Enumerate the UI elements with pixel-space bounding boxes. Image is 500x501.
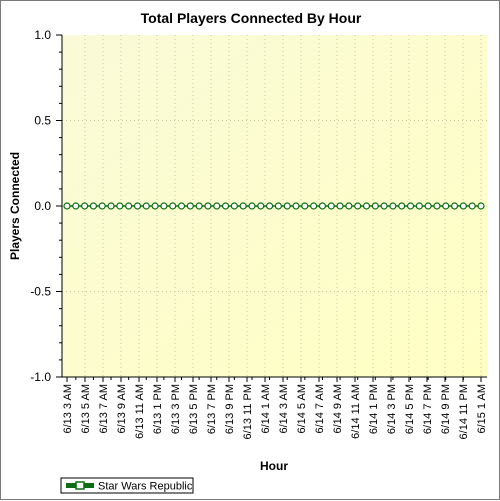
data-point <box>169 202 177 210</box>
y-tick-label: 0.5 <box>34 114 51 128</box>
x-tick-label: 6/14 5 PM <box>404 384 416 434</box>
x-tick-label: 6/14 11 AM <box>350 384 362 439</box>
y-axis-label: Players Connected <box>8 152 22 260</box>
data-point <box>371 202 379 210</box>
data-point <box>125 202 133 210</box>
data-point <box>450 202 459 210</box>
x-tick-label: 6/13 11 AM <box>134 384 146 439</box>
y-tick-label: -1.0 <box>30 370 51 384</box>
data-point <box>406 202 415 210</box>
x-tick-label: 6/13 5 PM <box>188 384 200 434</box>
data-point <box>239 202 247 210</box>
data-point <box>107 202 115 210</box>
x-tick-label: 6/14 9 PM <box>440 384 452 434</box>
data-point <box>160 202 168 210</box>
x-tick-label: 6/13 3 PM <box>170 384 182 434</box>
data-point <box>116 202 124 210</box>
data-point <box>318 202 327 210</box>
data-point <box>442 202 450 210</box>
legend-series-label: Star Wars Republic <box>98 481 193 493</box>
data-point <box>354 202 362 210</box>
data-point <box>415 202 423 210</box>
x-tick-label: 6/13 7 AM <box>98 384 110 434</box>
legend-box <box>60 477 194 494</box>
data-point <box>230 202 238 210</box>
x-tick-label: 6/14 3 PM <box>386 384 398 434</box>
data-point <box>265 202 274 210</box>
axes <box>56 34 487 382</box>
data-point <box>221 202 230 210</box>
x-tick-labels: 6/13 3 AM 6/13 5 AM 6/13 7 AM 6/13 9 AM 6/13… <box>62 384 488 439</box>
data-point <box>98 202 106 210</box>
x-axis-label: Hour <box>260 459 288 473</box>
x-tick-label: 6/13 7 PM <box>206 384 218 434</box>
data-point <box>362 202 371 210</box>
x-tick-label: 6/14 9 AM <box>332 384 344 434</box>
legend: Star Wars Republic <box>60 477 194 494</box>
x-tick-label: 6/13 5 AM <box>80 384 92 434</box>
data-point <box>213 202 221 210</box>
data-point <box>257 202 265 210</box>
data-point <box>81 202 89 210</box>
data-point <box>89 202 98 210</box>
legend-series-marker <box>75 481 85 490</box>
x-tick-label: 6/14 5 AM <box>296 384 308 434</box>
data-point <box>186 202 194 210</box>
data-point <box>177 202 186 210</box>
x-tick-label: 6/13 9 PM <box>224 384 236 434</box>
y-tick-label: 1.0 <box>34 28 51 42</box>
data-point <box>424 202 432 210</box>
x-tick-label: 6/14 11 PM <box>458 384 470 439</box>
x-tick-label: 6/13 9 AM <box>116 384 128 434</box>
y-tick-labels: 1.0 0.5 0.0 -0.5 -1.0 <box>30 28 51 384</box>
data-point <box>380 202 388 210</box>
x-tick-label: 6/14 3 AM <box>278 384 290 434</box>
data-point <box>133 202 142 210</box>
x-tick-label: 6/13 3 AM <box>62 384 74 434</box>
x-tick-label: 6/13 11 PM <box>242 384 254 439</box>
data-point <box>477 202 485 210</box>
data-point <box>389 202 397 210</box>
data-point <box>204 202 212 210</box>
data-point <box>151 202 159 210</box>
data-point <box>327 202 335 210</box>
data-point <box>63 202 71 210</box>
data-point <box>283 202 291 210</box>
x-tick-label: 6/14 1 AM <box>260 384 272 434</box>
data-point <box>468 202 476 210</box>
y-tick-label: 0.0 <box>34 199 51 213</box>
x-tick-label: 6/15 1 AM <box>476 384 488 434</box>
data-point <box>274 202 283 210</box>
data-point <box>459 202 467 210</box>
data-point <box>301 202 309 210</box>
data-point <box>336 202 344 210</box>
chart-title: Total Players Connected By Hour <box>141 10 362 26</box>
x-tick-label: 6/14 1 PM <box>368 384 380 434</box>
data-point <box>310 202 318 210</box>
data-point <box>248 202 256 210</box>
data-point <box>72 202 80 210</box>
data-point <box>142 202 150 210</box>
data-point <box>398 202 406 210</box>
grid-lines <box>62 35 487 377</box>
y-tick-label: -0.5 <box>30 285 51 299</box>
data-point <box>433 202 441 210</box>
x-tick-label: 6/14 7 AM <box>314 384 326 434</box>
x-tick-label: 6/14 7 PM <box>422 384 434 434</box>
data-point <box>345 202 353 210</box>
x-tick-label: 6/13 1 PM <box>152 384 164 434</box>
data-point <box>292 202 300 210</box>
series-group <box>63 202 485 210</box>
data-point <box>195 202 203 210</box>
